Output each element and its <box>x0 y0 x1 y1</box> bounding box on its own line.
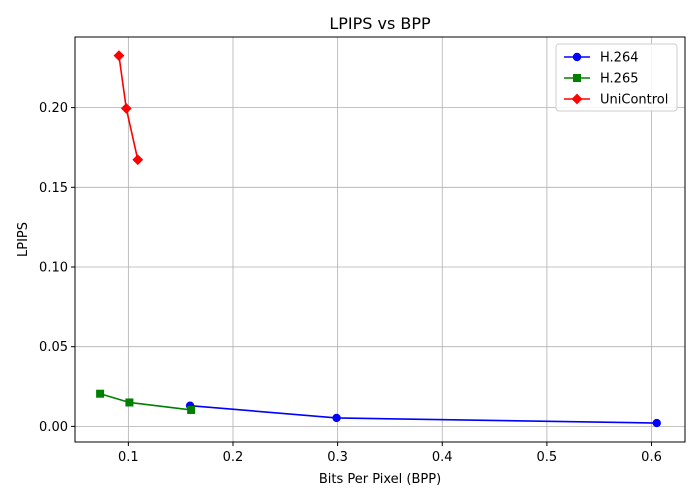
x-tick-label: 0.5 <box>537 450 558 465</box>
data-point-h265 <box>96 389 105 398</box>
series-unicontrol <box>113 50 144 166</box>
legend-item-h265: H.265 <box>564 72 639 87</box>
data-point-unicontrol <box>113 50 125 62</box>
legend-label: H.265 <box>600 72 639 87</box>
data-point-unicontrol <box>120 103 132 114</box>
legend-label: UniControl <box>600 93 668 108</box>
y-tick-label: 0.10 <box>39 260 68 275</box>
y-axis-label: LPIPS <box>16 222 31 257</box>
data-point-h265 <box>187 405 196 414</box>
x-axis-label: Bits Per Pixel (BPP) <box>319 472 441 487</box>
x-tick-label: 0.1 <box>118 450 139 465</box>
legend-swatch-marker <box>572 52 582 62</box>
data-point-h264 <box>332 413 341 423</box>
x-tick-label: 0.4 <box>432 450 453 465</box>
x-tick-label: 0.3 <box>327 450 348 465</box>
series-h265 <box>96 389 196 414</box>
data-point-unicontrol <box>132 154 144 166</box>
y-tick-label: 0.05 <box>39 340 68 355</box>
data-point-h264 <box>652 418 661 428</box>
tick-layer: 0.1 0.2 0.3 0.4 0.5 0.6 0.00 0.05 0.10 0.15 0.20 <box>39 101 662 465</box>
y-tick-label: 0.20 <box>39 101 68 116</box>
plot-frame <box>74 36 686 443</box>
data-point-h265 <box>125 398 134 407</box>
legend-item-unicontrol: UniControl <box>564 93 668 108</box>
chart-title: LPIPS vs BPP <box>329 14 431 33</box>
legend-item-h264: H.264 <box>564 51 639 66</box>
series-layer <box>96 50 661 428</box>
y-tick-label: 0.15 <box>39 181 68 196</box>
x-tick-label: 0.6 <box>641 450 662 465</box>
y-tick-label: 0.00 <box>39 420 68 435</box>
legend-frame <box>555 43 678 112</box>
x-tick-label: 0.2 <box>223 450 244 465</box>
legend-label: H.264 <box>600 51 639 66</box>
legend: H.264 H.265 UniControl <box>555 43 678 112</box>
legend-swatch-marker <box>571 93 583 105</box>
legend-swatch-marker <box>573 74 581 82</box>
